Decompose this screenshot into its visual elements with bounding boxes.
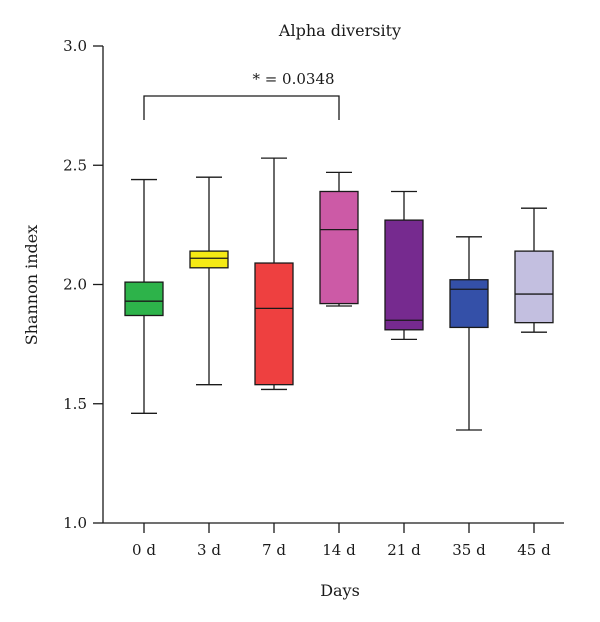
iqr-box [319, 190, 359, 305]
y-tick-label: 1.5 [63, 395, 87, 413]
box-14d [319, 171, 359, 307]
y-tick-label: 1.0 [63, 514, 87, 532]
iqr-box [449, 279, 489, 329]
x-axis-title: Days [320, 581, 360, 600]
x-tick-label: 7 d [262, 541, 286, 559]
box-series [124, 157, 554, 431]
iqr-box [124, 281, 164, 317]
significance-bracket [143, 95, 340, 120]
x-tick-label: 45 d [517, 541, 551, 559]
box-21d [384, 190, 424, 341]
box-35d [449, 236, 489, 431]
iqr-box [384, 219, 424, 331]
x-tick-label: 35 d [452, 541, 486, 559]
iqr-box [254, 262, 294, 386]
y-axis-title: Shannon index [22, 225, 41, 346]
iqr-box [514, 250, 554, 324]
box-45d [514, 207, 554, 333]
y-tick-label: 3.0 [63, 37, 87, 55]
box-0d [124, 178, 164, 414]
iqr-box [189, 250, 229, 269]
y-tick-label: 2.5 [63, 156, 87, 174]
box-3d [189, 176, 229, 386]
box-7d [254, 157, 294, 391]
chart-title: Alpha diversity [278, 21, 401, 40]
x-tick-label: 0 d [132, 541, 156, 559]
x-tick-label: 21 d [387, 541, 421, 559]
y-axis: 1.0 1.5 2.0 2.5 3.0 [63, 37, 104, 532]
significance-annotation: * = 0.0348 [143, 70, 340, 120]
x-tick-label: 3 d [197, 541, 221, 559]
y-tick-label: 2.0 [63, 276, 87, 294]
x-axis: 0 d 3 d 7 d 14 d 21 d 35 d 45 d [103, 522, 564, 559]
significance-label: * = 0.0348 [252, 70, 334, 88]
x-tick-label: 14 d [322, 541, 356, 559]
